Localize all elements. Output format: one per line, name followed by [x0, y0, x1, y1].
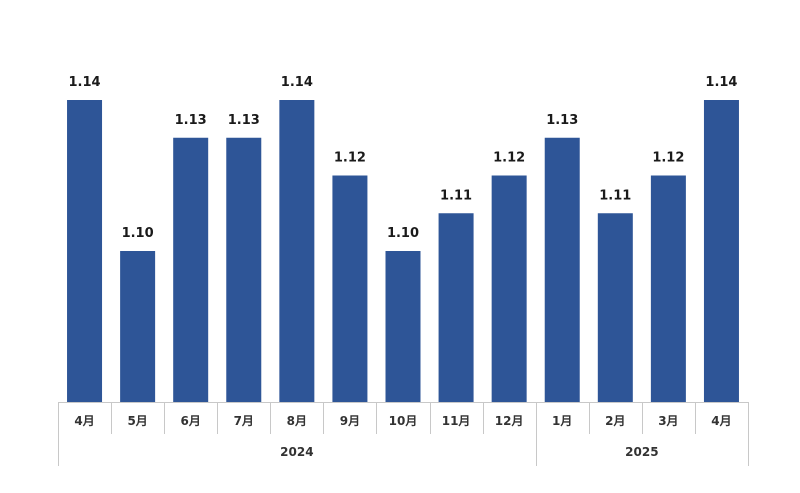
tick-label-5: 9月: [340, 414, 360, 428]
bar-2: [173, 137, 209, 402]
tick-label-3: 7月: [234, 414, 254, 428]
bars-layer: [67, 100, 739, 402]
value-label-9: 1.13: [546, 113, 578, 128]
tick-label-7: 11月: [442, 414, 471, 428]
tick-label-12: 4月: [711, 414, 731, 428]
tick-label-6: 10月: [389, 414, 418, 428]
value-labels-layer: 1.14 1.10 1.13 1.13 1.14 1.12 1.10 1.11 1.12 1.13…: [69, 75, 738, 241]
value-label-5: 1.12: [334, 151, 366, 166]
bar-10: [597, 213, 633, 402]
tick-label-0: 4月: [74, 414, 94, 428]
bar-3: [226, 137, 262, 402]
tick-label-8: 12月: [495, 414, 524, 428]
bar-5: [332, 175, 368, 402]
bar-4: [279, 100, 315, 402]
year-groups-layer: 2024 2025: [280, 445, 658, 459]
value-label-7: 1.11: [440, 188, 472, 203]
value-label-8: 1.12: [493, 151, 525, 166]
value-label-1: 1.10: [122, 226, 154, 241]
value-label-11: 1.12: [652, 151, 684, 166]
value-label-3: 1.13: [228, 113, 260, 128]
bar-6: [385, 251, 421, 402]
bar-12: [703, 100, 739, 402]
tick-label-2: 6月: [181, 414, 201, 428]
bar-1: [120, 251, 156, 402]
tick-label-11: 3月: [658, 414, 678, 428]
bar-8: [491, 175, 527, 402]
category-axis: [58, 402, 749, 466]
tick-label-10: 2月: [605, 414, 625, 428]
year-group-label-1: 2025: [625, 445, 658, 459]
tick-label-9: 1月: [552, 414, 572, 428]
tick-label-4: 8月: [287, 414, 307, 428]
value-label-6: 1.10: [387, 226, 419, 241]
year-group-label-0: 2024: [280, 445, 313, 459]
value-label-0: 1.14: [69, 75, 101, 90]
bar-0: [67, 100, 103, 402]
value-label-10: 1.11: [599, 188, 631, 203]
bar-7: [438, 213, 474, 402]
value-label-2: 1.13: [175, 113, 207, 128]
bar-9: [544, 137, 580, 402]
value-label-4: 1.14: [281, 75, 313, 90]
tick-label-1: 5月: [127, 414, 147, 428]
value-label-12: 1.14: [705, 75, 737, 90]
bar-11: [650, 175, 686, 402]
tick-labels-layer: 4月 5月 6月 7月 8月 9月 10月 11月 12月 1月 2月 3月 4月: [74, 414, 731, 428]
